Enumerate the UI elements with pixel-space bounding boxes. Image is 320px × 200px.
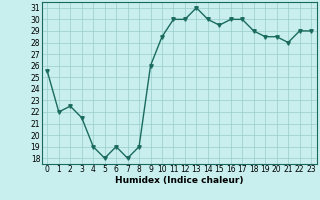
X-axis label: Humidex (Indice chaleur): Humidex (Indice chaleur) <box>115 176 244 185</box>
